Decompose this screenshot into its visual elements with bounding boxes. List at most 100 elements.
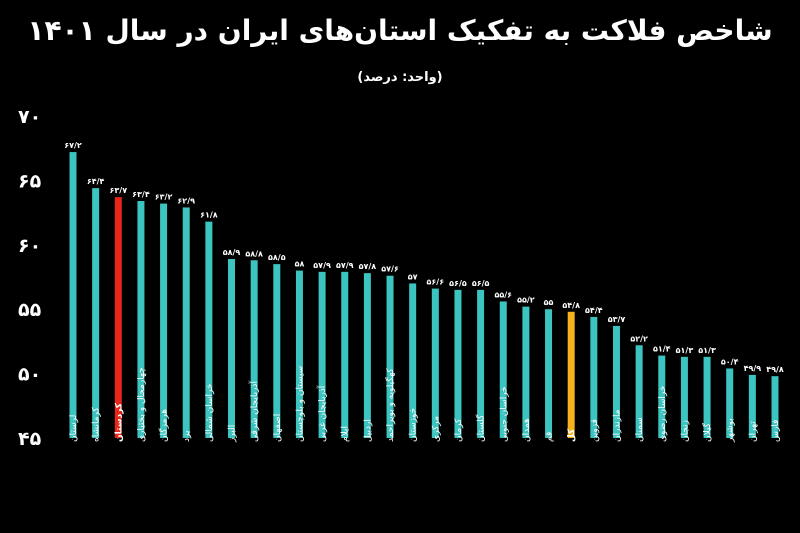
bar-value-label: ۵۰/۴: [721, 357, 739, 366]
bar-value-label: ۵۴/۴: [585, 306, 603, 315]
bar-value-label: ۵۶/۶: [427, 278, 445, 287]
bar: [250, 260, 258, 438]
category-label: هرمزگان: [158, 409, 170, 442]
category-label: خوزستان: [409, 408, 419, 442]
bar-value-label: ۵۷: [408, 272, 418, 281]
bar: [522, 306, 530, 438]
category-label: خراسان رضوی: [658, 386, 668, 442]
category-label: سیستان و بلوچستان: [295, 366, 305, 442]
bar-value-label: ۵۷/۶: [381, 265, 399, 274]
bar: [318, 271, 326, 438]
category-label: خراسان شمالی: [205, 383, 215, 442]
category-label: زنجان: [680, 420, 690, 442]
bar-value-label: ۵۵: [544, 298, 554, 307]
bar-value-label: ۴۹/۹: [744, 364, 762, 373]
category-label: ایلام: [341, 426, 351, 442]
bar-value-label: ۵۶/۵: [472, 279, 490, 288]
category-label: سمنان: [635, 417, 645, 442]
y-tick-label: ۷۰: [18, 106, 41, 128]
bar-value-label: ۶۳/۴: [132, 190, 150, 199]
bar: [590, 316, 598, 438]
bar: [160, 203, 168, 438]
bar: [748, 374, 756, 438]
bar: [658, 355, 666, 438]
bar-value-label: ۶۳/۷: [110, 186, 128, 195]
y-tick-label: ۶۵: [18, 170, 42, 192]
bar-value-label: ۴۹/۸: [766, 365, 784, 374]
category-label: آذربایجان شرقی: [248, 381, 260, 442]
bar: [273, 264, 281, 438]
bar: [635, 345, 643, 438]
bar-value-label: ۵۸/۹: [223, 248, 241, 257]
bar-value-label: ۵۷/۹: [313, 261, 331, 270]
bar-value-label: ۵۴/۸: [562, 301, 580, 310]
category-label: البرز: [228, 425, 238, 443]
category-label: خراسان جنوبی: [499, 386, 509, 442]
bar-value-label: ۵۱/۴: [653, 345, 671, 354]
category-label: قم: [545, 432, 555, 442]
bar: [386, 275, 394, 438]
bar: [295, 270, 303, 438]
category-label: همدان: [522, 418, 532, 442]
bar: [69, 152, 77, 438]
y-tick-label: ۴۵: [18, 428, 42, 450]
y-tick-label: ۶۰: [18, 235, 41, 257]
category-label: کهگیلویه و بویراحمد: [384, 368, 396, 442]
category-label: آذربایجان غربی: [316, 385, 328, 442]
bar-value-label: ۵۸/۵: [268, 253, 286, 262]
bar: [409, 283, 417, 438]
category-label: کرمان: [454, 418, 464, 442]
bar-value-label: ۶۷/۲: [64, 141, 82, 150]
bar: [726, 368, 734, 438]
category-labels: لرستان کرمانشاه کردستان چهارمحال و بختیاری ه…: [69, 366, 781, 443]
bar-value-label: ۵۲/۲: [630, 334, 648, 343]
category-label: فارس: [771, 420, 781, 442]
bar-value-label: ۵۳/۷: [608, 315, 626, 324]
y-axis: ۴۵ ۵۰ ۵۵ ۶۰ ۶۵ ۷۰: [18, 106, 42, 450]
category-label: مرکزی: [431, 416, 441, 442]
bar: [341, 271, 349, 438]
bar: [703, 356, 711, 438]
bar-value-label: ۵۱/۳: [676, 346, 694, 355]
bar-value-label: ۶۲/۹: [177, 196, 195, 205]
bar-value-label: ۶۴/۴: [87, 177, 105, 186]
category-label: اردبیل: [363, 419, 373, 442]
bar: [477, 289, 485, 438]
category-label: کل: [567, 428, 577, 442]
bar-value-label: ۵۱/۳: [698, 346, 716, 355]
category-label: کردستان: [114, 402, 124, 442]
category-label: کرمانشاه: [92, 406, 102, 442]
bar: [92, 188, 100, 438]
y-tick-label: ۵۰: [18, 364, 41, 386]
category-label: مازندران: [612, 409, 622, 442]
bar-value-label: ۵۸/۸: [245, 249, 263, 258]
category-label: یزد: [182, 430, 192, 442]
bar: [567, 311, 575, 438]
bar: [363, 273, 371, 438]
category-label: بوشهر: [726, 418, 736, 443]
bars: [69, 152, 779, 438]
bar: [431, 288, 439, 438]
bar: [545, 309, 553, 438]
bar-value-label: ۶۳/۲: [155, 193, 173, 202]
category-label: گلستان: [475, 414, 487, 442]
bar: [771, 376, 779, 438]
bar-value-label: ۶۱/۸: [200, 211, 218, 220]
bar-value-label: ۵۵/۲: [517, 296, 535, 305]
value-labels: ۶۷/۲ ۶۴/۴ ۶۳/۷ ۶۳/۴ ۶۳/۲ ۶۲/۹ ۶۱/۸ ۵۸/۹ ۵۸/۸ ۵۸/۵…: [64, 141, 784, 374]
chart-subtitle: (واحد: درصد): [357, 70, 443, 85]
bar-value-label: ۵۶/۵: [449, 279, 467, 288]
bar: [114, 197, 122, 438]
category-label: قزوین: [590, 419, 600, 442]
category-label: اصفهان: [273, 414, 283, 442]
category-label: لرستان: [69, 415, 79, 442]
bar: [454, 289, 462, 438]
y-tick-label: ۵۵: [18, 299, 42, 321]
bar: [612, 325, 620, 438]
bar-value-label: ۵۷/۸: [359, 262, 377, 271]
bar: [228, 258, 236, 438]
category-label: گیلان: [701, 422, 713, 442]
bar-value-label: ۵۷/۹: [336, 261, 354, 270]
chart-title: شاخص فلاکت به تفکیک استان‌های ایران در س…: [27, 14, 773, 47]
